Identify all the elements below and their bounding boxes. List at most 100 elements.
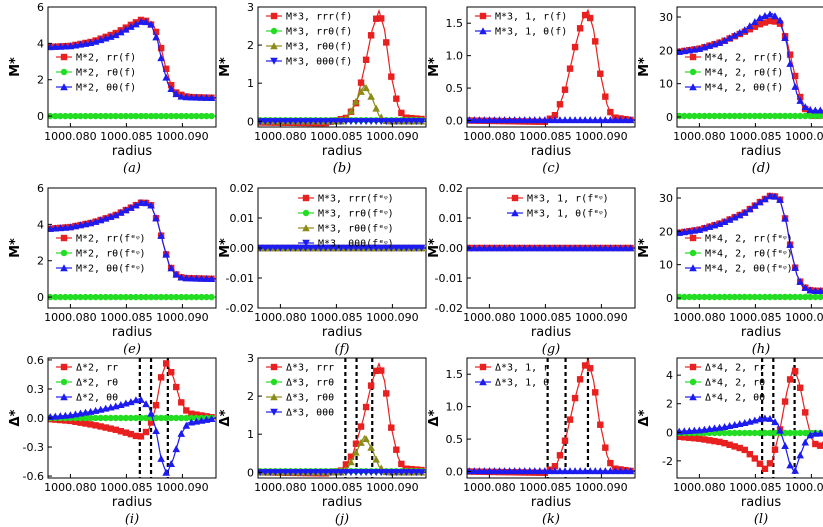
data-point xyxy=(791,466,799,474)
data-point xyxy=(157,54,165,62)
data-point xyxy=(480,467,489,475)
data-point xyxy=(157,112,165,120)
data-point xyxy=(781,112,789,120)
data-point xyxy=(490,467,499,475)
data-point xyxy=(791,263,799,271)
data-point xyxy=(796,96,804,104)
data-point xyxy=(746,429,753,437)
data-point xyxy=(87,293,94,301)
subplot-caption: (e) xyxy=(123,342,141,357)
data-point xyxy=(357,438,365,446)
data-point xyxy=(771,293,779,301)
data-point xyxy=(127,430,135,438)
data-point xyxy=(806,105,815,113)
data-point xyxy=(316,244,325,252)
data-point xyxy=(566,244,574,252)
data-point xyxy=(412,244,421,252)
x-tick-label: 1000.085 xyxy=(100,481,153,494)
data-point xyxy=(142,428,150,436)
data-point xyxy=(515,467,524,475)
plot-frame xyxy=(676,6,823,128)
data-point xyxy=(372,455,380,463)
data-point xyxy=(203,293,210,301)
y-tick-label: -0.01 xyxy=(435,272,463,285)
data-point xyxy=(342,118,350,126)
legend-label: Δ*3, rrr xyxy=(286,363,334,374)
data-point xyxy=(102,293,109,301)
subplot-caption: (l) xyxy=(754,512,768,527)
data-point xyxy=(536,244,544,252)
data-point xyxy=(162,360,170,367)
subplot-caption: (f) xyxy=(335,342,350,357)
data-point xyxy=(102,424,109,431)
data-point xyxy=(316,118,325,126)
y-axis-label: M* xyxy=(8,57,23,77)
data-point xyxy=(616,116,625,124)
y-tick-label: 2 xyxy=(247,39,254,52)
data-point xyxy=(122,429,130,436)
y-tick-label: 0.00 xyxy=(230,242,255,255)
data-point xyxy=(142,18,150,26)
data-point xyxy=(167,85,175,93)
legend-label: M*2, rθ(f) xyxy=(76,68,136,79)
data-point xyxy=(546,116,554,124)
x-tick-label: 1000.090 xyxy=(785,311,823,324)
y-tick-label: 20 xyxy=(659,44,673,57)
y-axis-label: M* xyxy=(637,57,652,77)
subplot-i: -0.6 -0.3 0.0 0.3 0.6 1000.080 1000.085 1000.09… xyxy=(8,354,217,527)
data-point xyxy=(122,25,130,33)
subplot-k: 0.0 0.5 1.0 1.5 1000.080 1000.085 1000.090 radi… xyxy=(427,357,636,527)
data-point xyxy=(193,112,200,120)
data-point xyxy=(52,112,59,120)
data-point xyxy=(601,467,610,475)
data-point xyxy=(746,293,753,301)
data-point xyxy=(261,244,270,252)
data-point xyxy=(347,244,355,252)
data-point xyxy=(276,469,285,477)
data-point xyxy=(686,293,693,301)
data-point xyxy=(387,469,396,477)
subplot-caption: (d) xyxy=(752,161,770,176)
data-point xyxy=(372,469,380,477)
data-point xyxy=(362,118,370,126)
legend-label: M*4, 2, rθ(fᵉᵠ) xyxy=(705,249,793,260)
data-point xyxy=(485,244,494,252)
data-point xyxy=(301,244,310,252)
data-point xyxy=(157,44,165,52)
x-axis-label: radius xyxy=(531,144,571,159)
legend: M*3, 1, r(f) M*3, 1, θ(f) xyxy=(475,12,567,38)
data-point xyxy=(203,112,210,120)
data-point xyxy=(691,293,698,301)
legend-label: M*3, rrr(fᵉᵠ) xyxy=(318,194,394,205)
data-point xyxy=(626,116,635,124)
data-point xyxy=(182,274,191,282)
data-point xyxy=(811,286,820,294)
data-point xyxy=(157,374,165,381)
y-tick-label: 6 xyxy=(37,1,44,14)
data-point xyxy=(621,116,630,124)
data-point xyxy=(721,439,728,447)
data-point xyxy=(586,244,594,252)
data-point xyxy=(701,293,708,301)
data-point xyxy=(281,118,290,126)
data-point xyxy=(546,244,554,252)
data-point xyxy=(61,223,70,231)
data-point xyxy=(576,25,584,32)
data-point xyxy=(111,31,120,39)
data-point xyxy=(97,293,104,301)
data-point xyxy=(587,14,594,22)
data-point xyxy=(301,118,310,126)
y-tick-label: 20 xyxy=(659,225,673,238)
data-point xyxy=(122,414,130,422)
data-point xyxy=(801,103,810,111)
data-point xyxy=(393,95,400,102)
legend-marker xyxy=(60,264,68,272)
data-point xyxy=(207,274,216,282)
data-point xyxy=(597,421,604,428)
data-point xyxy=(556,101,564,108)
data-point xyxy=(62,112,69,120)
x-tick-label: 1000.085 xyxy=(310,481,363,494)
data-point xyxy=(327,244,335,252)
y-tick-label: 1.0 xyxy=(446,401,464,414)
data-point xyxy=(72,112,79,120)
